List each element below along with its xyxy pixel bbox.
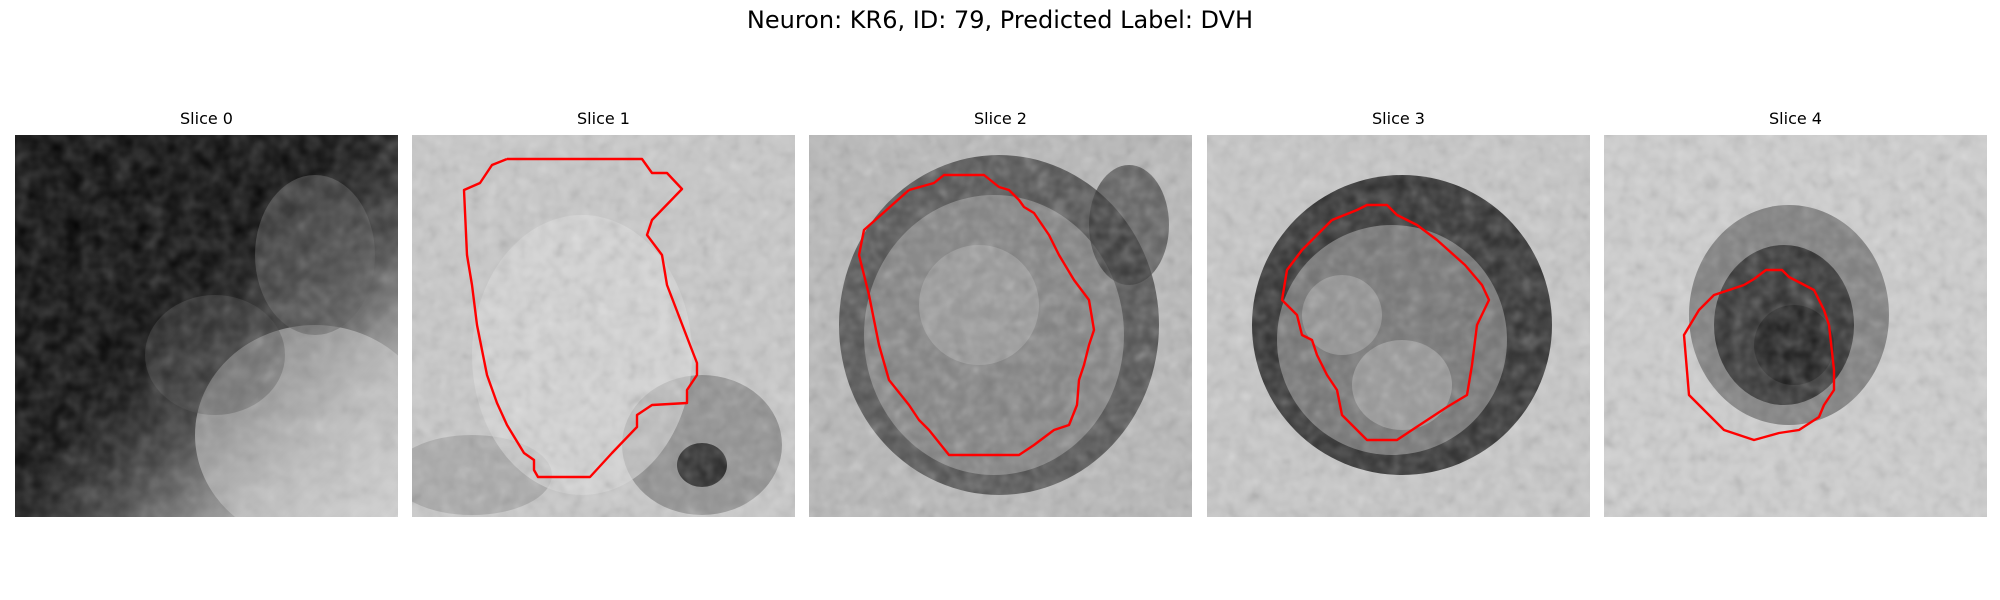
slice-2-panel bbox=[809, 135, 1192, 517]
slice-2-image bbox=[809, 135, 1192, 517]
panel-title-slice-3: Slice 3 bbox=[1372, 109, 1425, 128]
slice-0-panel bbox=[15, 135, 398, 517]
panel-title-slice-4: Slice 4 bbox=[1769, 109, 1822, 128]
slice-1-image bbox=[412, 135, 795, 517]
figure-title: Neuron: KR6, ID: 79, Predicted Label: DV… bbox=[746, 6, 1254, 34]
panel-title-slice-1: Slice 1 bbox=[577, 109, 630, 128]
panel-title-slice-2: Slice 2 bbox=[974, 109, 1027, 128]
slice-3-panel bbox=[1207, 135, 1590, 517]
slice-3-contour bbox=[1280, 203, 1491, 442]
slice-4-panel bbox=[1604, 135, 1987, 517]
slice-4-contour bbox=[1682, 268, 1836, 442]
slice-1-panel bbox=[412, 135, 795, 517]
slice-3-image bbox=[1207, 135, 1590, 517]
slice-1-contour bbox=[462, 157, 699, 479]
slice-4-image bbox=[1604, 135, 1987, 517]
slice-0-image bbox=[15, 135, 398, 517]
slice-2-contour bbox=[857, 173, 1096, 457]
panel-title-slice-0: Slice 0 bbox=[180, 109, 233, 128]
